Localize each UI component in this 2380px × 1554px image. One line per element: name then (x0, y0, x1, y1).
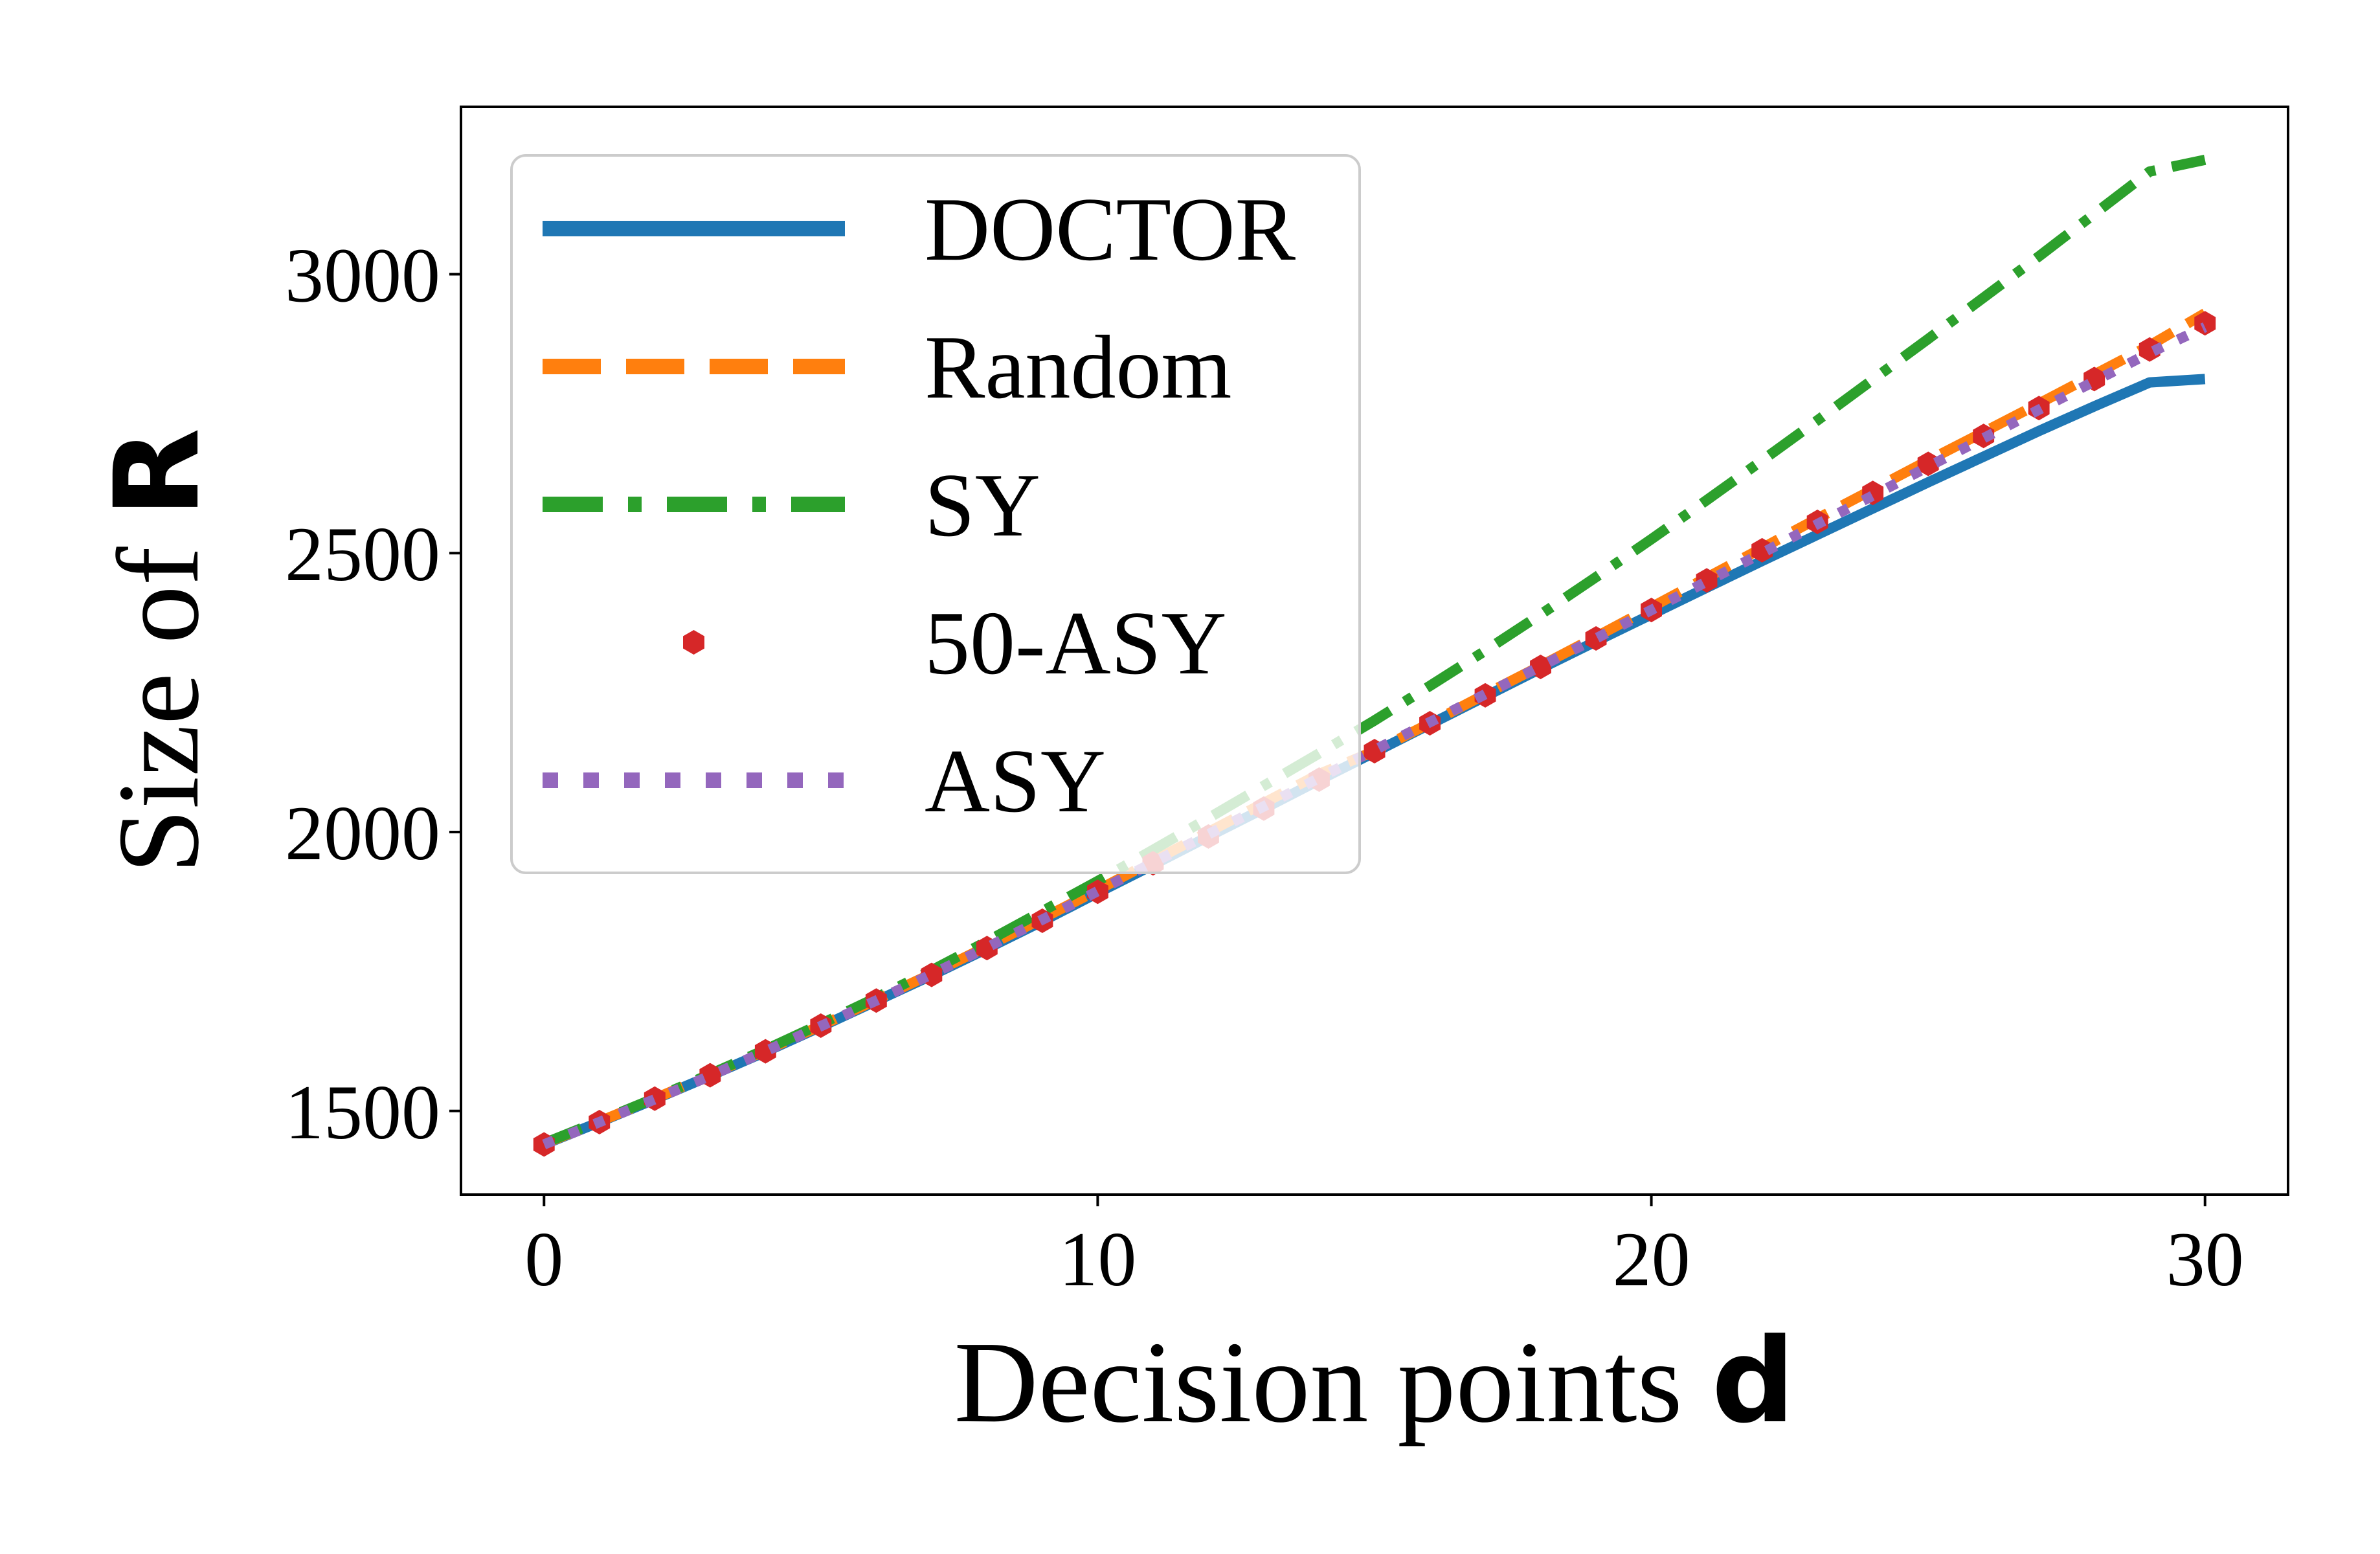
plot-frame (460, 106, 2289, 1196)
ticks-layer: 0 10 20 30 1500 2000 2500 3000 (285, 232, 2244, 1302)
legend-label: 50-ASY (925, 593, 1227, 693)
x-tick-label: 20 (1613, 1216, 1690, 1302)
legend-box (510, 154, 1361, 874)
series-sy (542, 154, 2206, 1149)
y-axis-title: Size of R (90, 428, 225, 873)
y-tick-label: 2000 (285, 790, 440, 876)
x-axis-title-text: Decision points (954, 1318, 1683, 1447)
y-tick-label: 2500 (285, 511, 440, 597)
data-point (2194, 311, 2216, 336)
legend: DOCTOR Random SY 50-ASY ASY (510, 154, 1361, 874)
y-axis-symbol: R (90, 428, 225, 518)
x-tick-label: 0 (524, 1216, 563, 1302)
legend-label: ASY (925, 731, 1106, 831)
x-tick-label: 10 (1059, 1216, 1136, 1302)
legend-swatch (683, 630, 704, 655)
x-axis-symbol: d (1712, 1314, 1795, 1449)
legend-item-sy: SY (543, 455, 1040, 556)
x-axis-title: Decision points d (954, 1314, 1795, 1449)
legend-label: Random (925, 317, 1231, 418)
data-point (1917, 451, 1939, 477)
x-tick-label: 30 (2166, 1216, 2244, 1302)
data-point (2139, 337, 2161, 362)
data-point (1751, 537, 1773, 563)
y-tick-label: 1500 (285, 1069, 440, 1155)
legend-item-doctor: DOCTOR (543, 179, 1296, 280)
legend-item-50-asy: 50-ASY (683, 593, 1227, 693)
legend-label: DOCTOR (925, 179, 1296, 280)
legend-label: SY (925, 455, 1040, 556)
series-asy (542, 322, 2208, 1149)
legend-items: DOCTOR Random SY 50-ASY ASY (543, 179, 1296, 831)
legend-item-asy: ASY (543, 731, 1106, 831)
y-axis-title-text: Size of (94, 546, 223, 873)
y-tick-label: 3000 (285, 232, 440, 318)
series-line (542, 154, 2206, 1149)
legend-item-random: Random (543, 317, 1231, 418)
series-line (542, 322, 2208, 1149)
